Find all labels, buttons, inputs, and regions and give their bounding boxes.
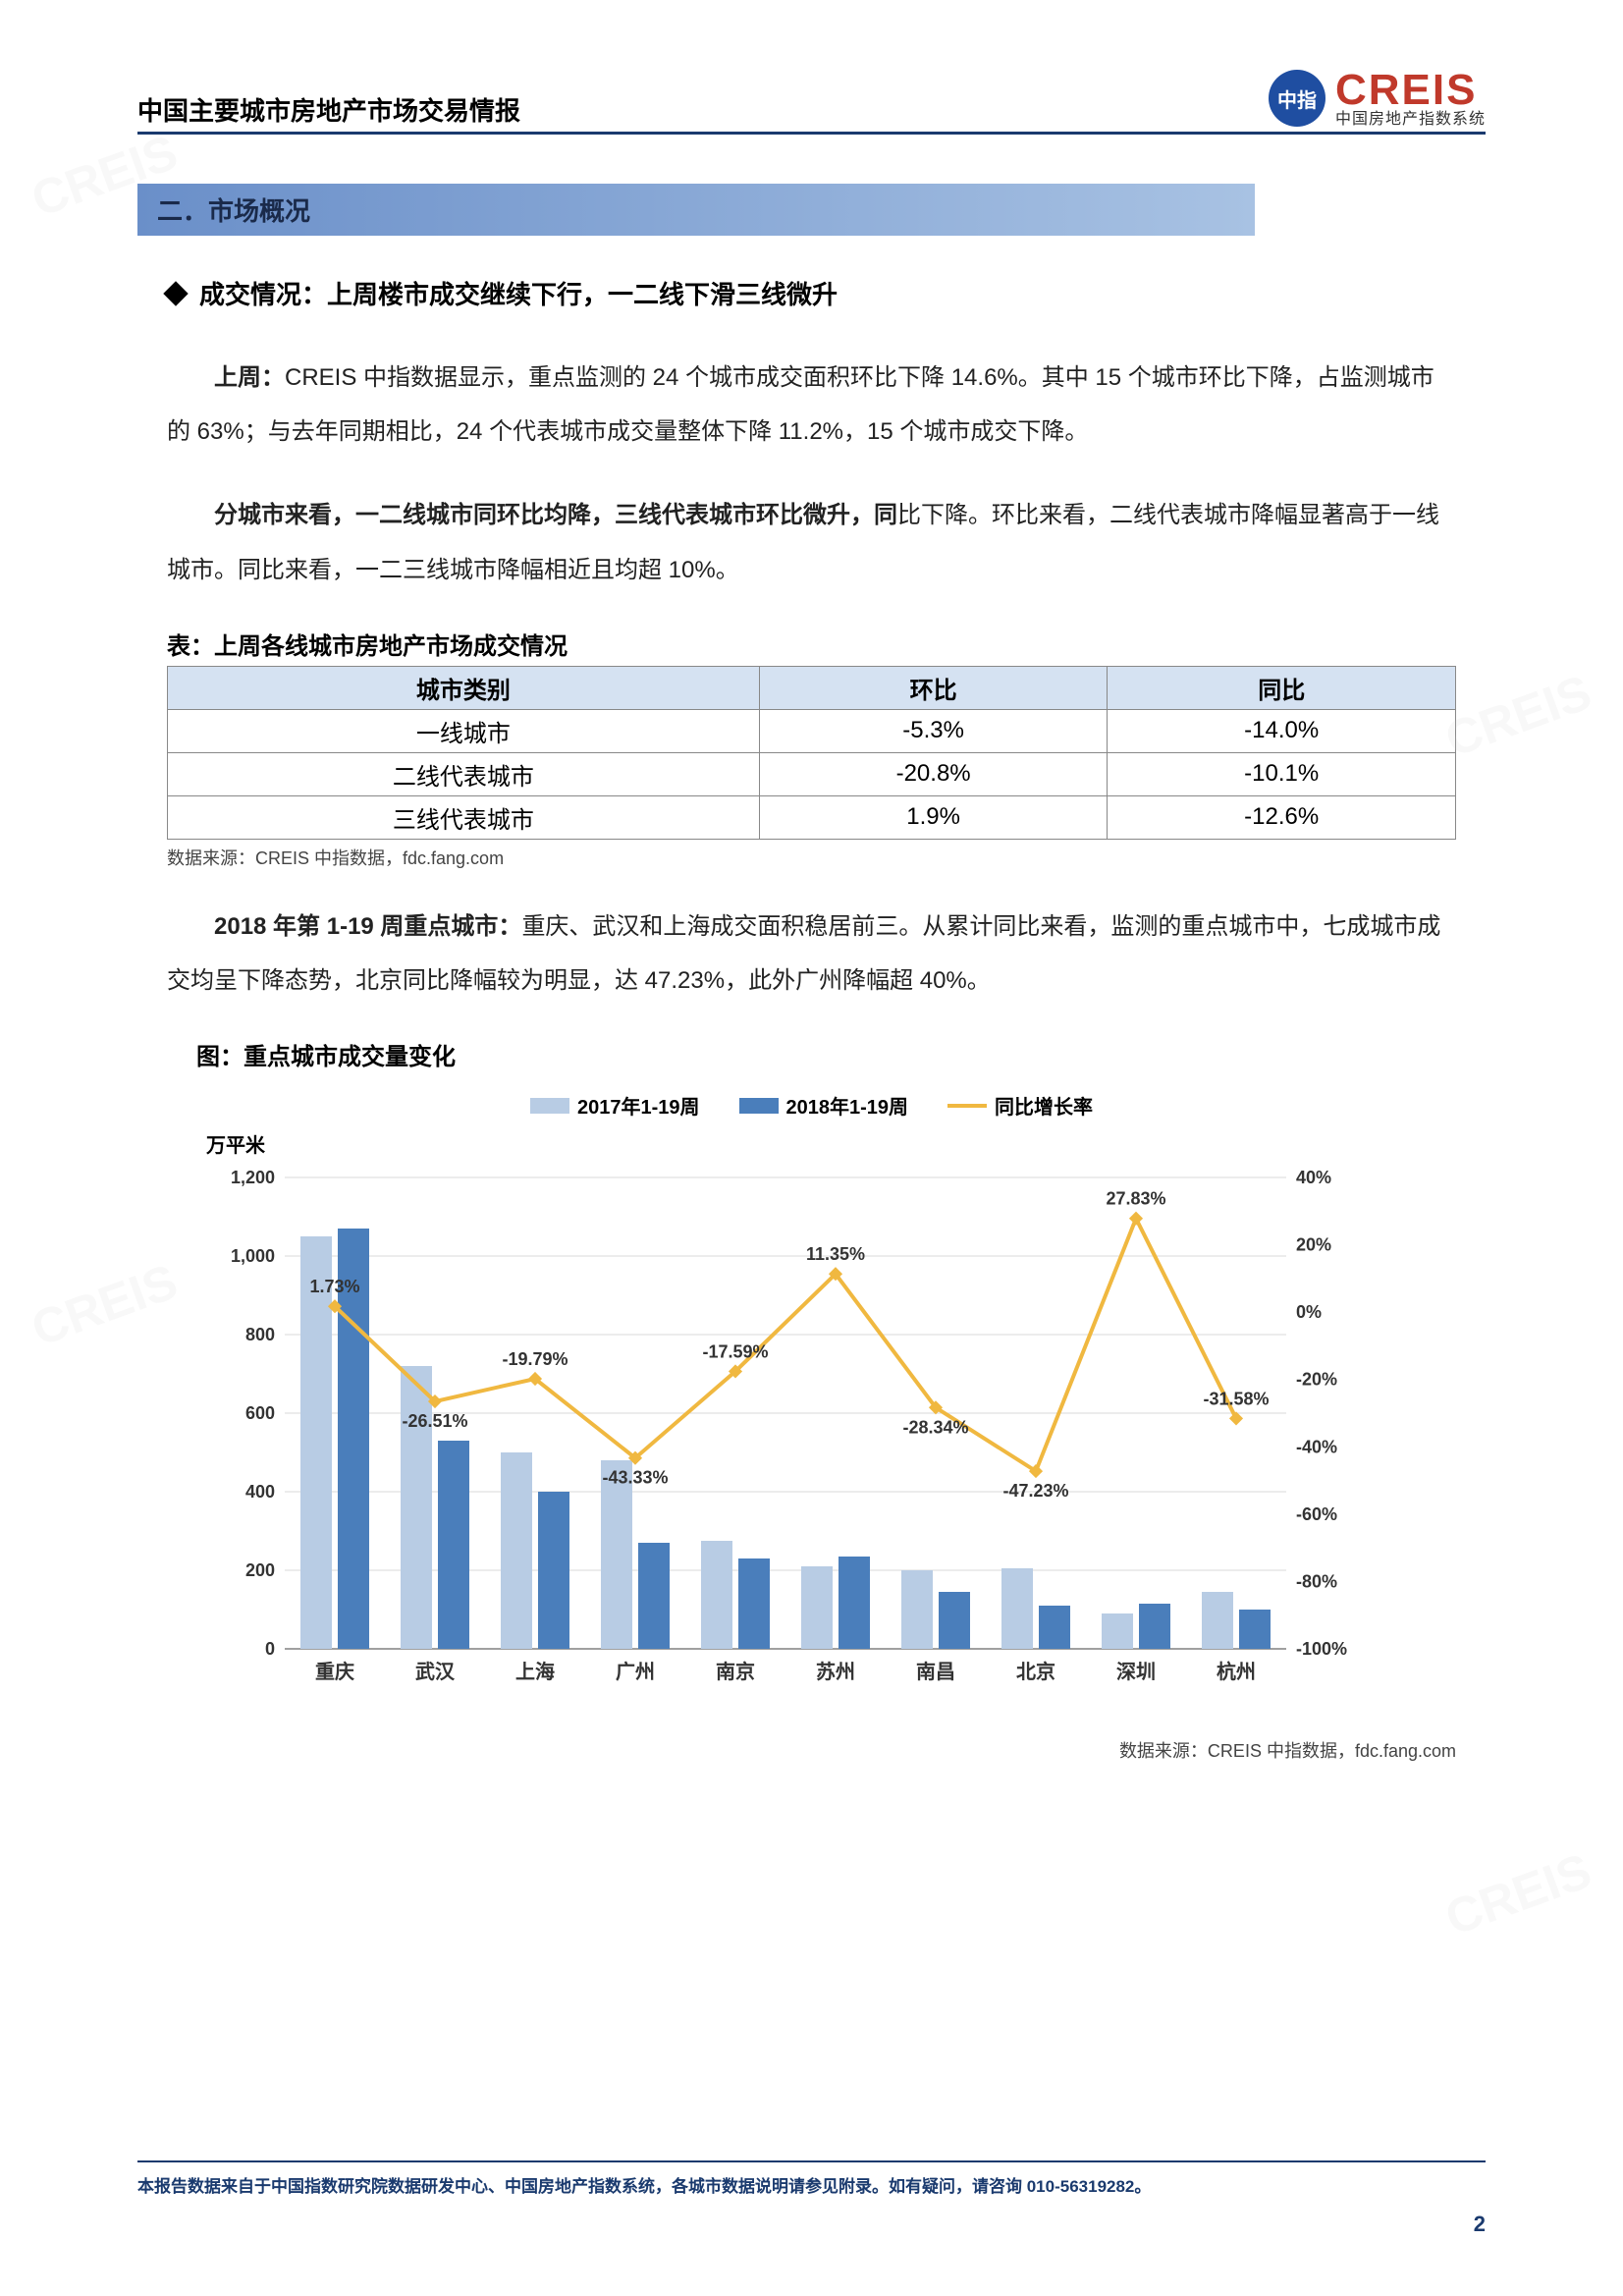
svg-text:南昌: 南昌: [916, 1661, 955, 1683]
svg-text:-19.79%: -19.79%: [502, 1349, 568, 1369]
th-0: 城市类别: [168, 666, 760, 709]
logo-badge: 中指: [1269, 70, 1325, 127]
chart-svg: 0 200 400 600 800 1,000 1,200 -100% -80% -60% -40%…: [196, 1158, 1375, 1708]
table-row: 二线代表城市-20.8%-10.1%: [168, 752, 1456, 795]
chart-legend: 2017年1-19周 2018年1-19周 同比增长率: [196, 1091, 1427, 1120]
svg-text:-28.34%: -28.34%: [902, 1417, 968, 1437]
svg-text:600: 600: [245, 1403, 275, 1423]
logo-text-main: CREIS: [1335, 69, 1486, 112]
svg-text:-20%: -20%: [1296, 1370, 1337, 1390]
svg-text:重庆: 重庆: [315, 1660, 354, 1683]
legend-series1: 2017年1-19周: [530, 1091, 700, 1120]
para2-mid: 比下降。: [897, 502, 992, 528]
svg-text:11.35%: 11.35%: [806, 1244, 865, 1264]
page-number: 2: [137, 2212, 1486, 2237]
subsection-title: 成交情况：上周楼市成交继续下行，一二线下滑三线微升: [199, 275, 838, 311]
legend-series2: 2018年1-19周: [739, 1091, 909, 1120]
svg-text:北京: 北京: [1016, 1660, 1055, 1683]
watermark: CREIS: [1438, 664, 1598, 769]
footer-text: 本报告数据来自于中国指数研究院数据研发中心、中国房地产指数系统，各城市数据说明请…: [137, 2172, 1486, 2197]
footer-divider: [137, 2160, 1486, 2162]
legend-label-1: 2017年1-19周: [577, 1091, 700, 1120]
svg-text:1,000: 1,000: [231, 1246, 275, 1266]
y-axis-left-label: 万平米: [206, 1129, 1427, 1158]
paragraph-1: 上周：CREIS 中指数据显示，重点监测的 24 个城市成交面积环比下降 14.…: [137, 351, 1486, 459]
legend-label-line: 同比增长率: [995, 1091, 1093, 1120]
legend-line-swatch: [947, 1104, 987, 1108]
page: CREIS CREIS CREIS CREIS 中国主要城市房地产市场交易情报 …: [0, 0, 1623, 2296]
svg-text:杭州: 杭州: [1217, 1660, 1256, 1683]
footer: 本报告数据来自于中国指数研究院数据研发中心、中国房地产指数系统，各城市数据说明请…: [137, 2160, 1486, 2237]
svg-text:-31.58%: -31.58%: [1203, 1390, 1269, 1409]
svg-text:上海: 上海: [515, 1660, 555, 1683]
svg-text:800: 800: [245, 1325, 275, 1344]
para3-lead: 2018 年第 1-19 周重点城市：: [214, 913, 521, 940]
table-header-row: 城市类别 环比 同比: [168, 666, 1456, 709]
svg-text:20%: 20%: [1296, 1235, 1331, 1255]
watermark: CREIS: [25, 1253, 185, 1358]
svg-text:-43.33%: -43.33%: [602, 1468, 668, 1488]
svg-text:-60%: -60%: [1296, 1504, 1337, 1524]
legend-label-2: 2018年1-19周: [786, 1091, 909, 1120]
logo-text-sub: 中国房地产指数系统: [1335, 112, 1486, 128]
table-source: 数据来源：CREIS 中指数据，fdc.fang.com: [167, 845, 1456, 870]
th-2: 同比: [1108, 666, 1456, 709]
table-row: 一线城市-5.3%-14.0%: [168, 709, 1456, 752]
svg-text:广州: 广州: [616, 1660, 655, 1683]
table-body: 一线城市-5.3%-14.0%二线代表城市-20.8%-10.1%三线代表城市1…: [168, 709, 1456, 839]
svg-text:1,200: 1,200: [231, 1168, 275, 1187]
header-row: 中国主要城市房地产市场交易情报 中指 CREIS 中国房地产指数系统: [137, 69, 1486, 128]
svg-text:-100%: -100%: [1296, 1639, 1347, 1659]
subsection-heading: 成交情况：上周楼市成交继续下行，一二线下滑三线微升: [137, 275, 1486, 311]
table-row: 三线代表城市1.9%-12.6%: [168, 795, 1456, 839]
svg-text:南京: 南京: [716, 1660, 755, 1683]
table-caption: 表：上周各线城市房地产市场成交情况: [167, 627, 1486, 661]
table-head: 城市类别 环比 同比: [168, 666, 1456, 709]
chart-container: 2017年1-19周 2018年1-19周 同比增长率 万平米 0 200 400 6…: [196, 1091, 1427, 1708]
para2-lead: 分城市来看，一二线城市同环比均降，三线代表城市环比微升，同: [214, 502, 897, 528]
paragraph-2: 分城市来看，一二线城市同环比均降，三线代表城市环比微升，同比下降。环比来看，二线…: [137, 488, 1486, 596]
chart-source: 数据来源：CREIS 中指数据，fdc.fang.com: [167, 1737, 1456, 1763]
svg-text:200: 200: [245, 1560, 275, 1580]
table-cell: -14.0%: [1108, 709, 1456, 752]
table-cell: -10.1%: [1108, 752, 1456, 795]
svg-text:0%: 0%: [1296, 1302, 1322, 1322]
table-cell: -12.6%: [1108, 795, 1456, 839]
table-cell: 三线代表城市: [168, 795, 760, 839]
para1-body: CREIS 中指数据显示，重点监测的 24 个城市成交面积环比下降 14.6%。…: [167, 364, 1434, 445]
svg-text:400: 400: [245, 1482, 275, 1502]
table-cell: 二线代表城市: [168, 752, 760, 795]
chart-caption: 图：重点城市成交量变化: [196, 1037, 1486, 1071]
watermark: CREIS: [1438, 1842, 1598, 1947]
header-title: 中国主要城市房地产市场交易情报: [137, 91, 520, 128]
th-1: 环比: [759, 666, 1108, 709]
svg-text:1.73%: 1.73%: [309, 1277, 359, 1296]
svg-text:深圳: 深圳: [1116, 1661, 1156, 1683]
paragraph-3: 2018 年第 1-19 周重点城市：重庆、武汉和上海成交面积稳居前三。从累计同…: [137, 900, 1486, 1008]
svg-text:-40%: -40%: [1296, 1437, 1337, 1456]
svg-text:-26.51%: -26.51%: [402, 1411, 467, 1431]
logo: 中指 CREIS 中国房地产指数系统: [1269, 69, 1486, 128]
svg-text:-17.59%: -17.59%: [702, 1342, 768, 1362]
header-divider: [137, 132, 1486, 135]
table-cell: 1.9%: [759, 795, 1108, 839]
section-banner: 二．市场概况: [137, 184, 1255, 236]
svg-text:-80%: -80%: [1296, 1572, 1337, 1592]
table-cell: -20.8%: [759, 752, 1108, 795]
svg-text:27.83%: 27.83%: [1106, 1189, 1165, 1209]
table-cell: -5.3%: [759, 709, 1108, 752]
data-table: 城市类别 环比 同比 一线城市-5.3%-14.0%二线代表城市-20.8%-1…: [167, 666, 1456, 840]
svg-text:苏州: 苏州: [816, 1661, 855, 1683]
para1-lead: 上周：: [214, 364, 285, 391]
legend-line: 同比增长率: [947, 1091, 1093, 1120]
svg-text:0: 0: [265, 1639, 275, 1659]
svg-text:40%: 40%: [1296, 1168, 1331, 1187]
table-cell: 一线城市: [168, 709, 760, 752]
logo-text: CREIS 中国房地产指数系统: [1335, 69, 1486, 128]
legend-swatch-1: [530, 1098, 569, 1114]
svg-text:武汉: 武汉: [415, 1661, 456, 1683]
svg-text:-47.23%: -47.23%: [1002, 1481, 1068, 1501]
diamond-icon: [163, 281, 188, 305]
legend-swatch-2: [739, 1098, 779, 1114]
